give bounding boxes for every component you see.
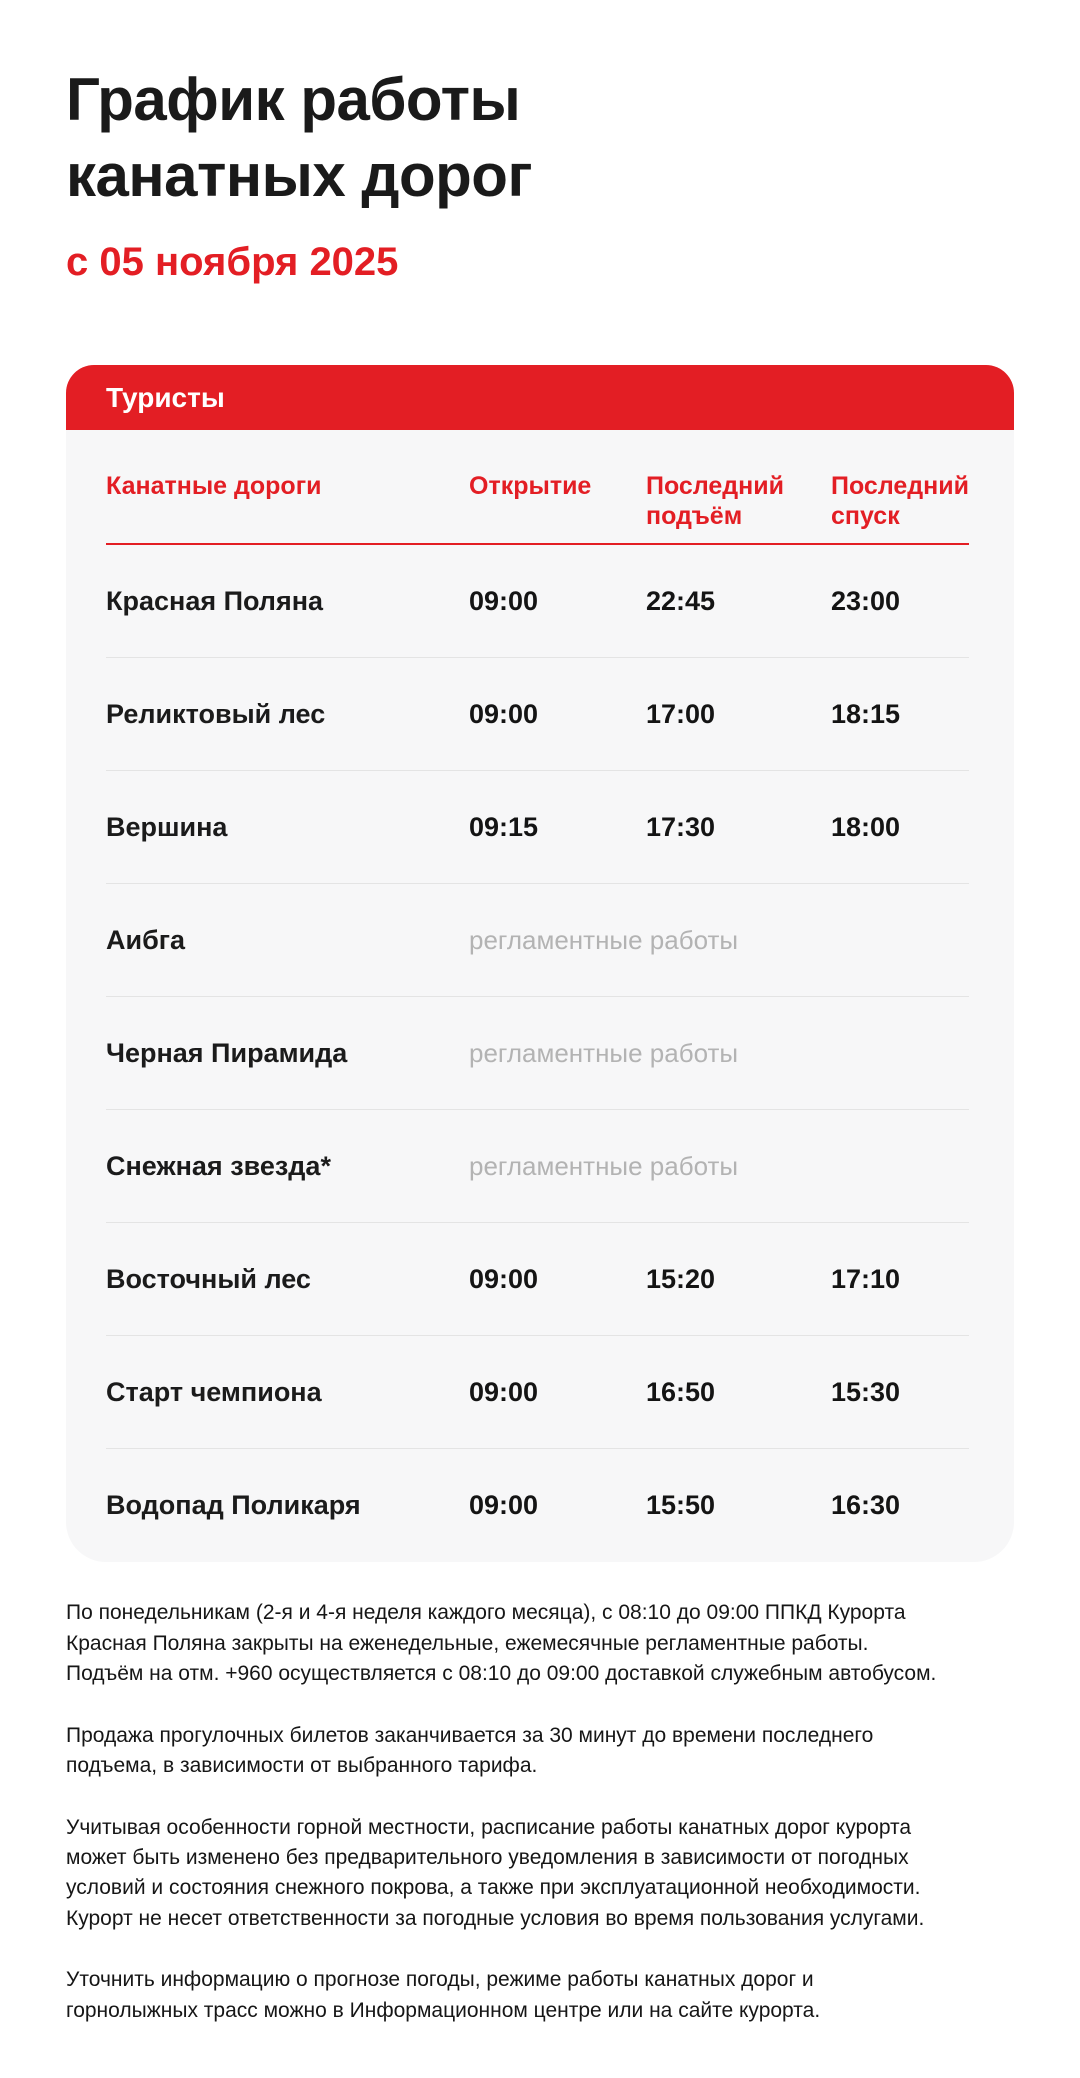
lift-name: Аибга <box>106 924 186 955</box>
table-row: Аибга регламентные работы <box>106 884 969 998</box>
table-body: Красная Поляна 09:00 22:45 23:00 Реликто… <box>106 545 969 1562</box>
last-descent-time: 18:15 <box>831 698 901 729</box>
table-row: Водопад Поликаря 09:00 15:50 16:30 <box>106 1449 969 1562</box>
footnotes: По понедельникам (2-я и 4-я неделя каждо… <box>66 1598 950 2026</box>
footnote-maintenance-mondays: По понедельникам (2-я и 4-я неделя каждо… <box>66 1601 937 1686</box>
column-header-lifts: Канатные дороги <box>106 472 322 501</box>
maintenance-label: регламентные работы <box>469 1037 739 1068</box>
open-time: 09:00 <box>469 698 539 729</box>
section-banner-tourists: Туристы <box>66 365 1014 431</box>
table-row: Вершина 09:15 17:30 18:00 <box>106 771 969 885</box>
table-row: Старт чемпиона 09:00 16:50 15:30 <box>106 1336 969 1450</box>
last-descent-time: 17:10 <box>831 1263 901 1294</box>
schedule-table: Канатные дороги Открытие Последний подъё… <box>66 430 1014 1563</box>
last-ascent-time: 15:50 <box>646 1490 716 1521</box>
table-row: Красная Поляна 09:00 22:45 23:00 <box>106 545 969 659</box>
last-descent-time: 23:00 <box>831 585 901 616</box>
column-header-opening: Открытие <box>469 472 592 501</box>
lift-name: Красная Поляна <box>106 585 324 616</box>
effective-date: с 05 ноября 2025 <box>66 240 399 285</box>
open-time: 09:00 <box>469 1490 539 1521</box>
open-time: 09:00 <box>469 585 539 616</box>
footnote-info-center: Уточнить информацию о прогнозе погоды, р… <box>66 1968 821 2022</box>
last-descent-time: 16:30 <box>831 1490 901 1521</box>
lift-name: Черная Пирамида <box>106 1037 348 1068</box>
last-ascent-time: 16:50 <box>646 1376 716 1407</box>
last-descent-time: 15:30 <box>831 1376 901 1407</box>
lift-name: Вершина <box>106 811 228 842</box>
footnote-ticket-sales: Продажа прогулочных билетов заканчиваетс… <box>66 1723 874 1778</box>
footnote-weather-disclaimer: Учитывая особенности горной местности, р… <box>66 1815 925 1930</box>
last-ascent-time: 15:20 <box>646 1263 716 1294</box>
open-time: 09:00 <box>469 1376 539 1407</box>
maintenance-label: регламентные работы <box>469 1150 739 1181</box>
table-row: Восточный лес 09:00 15:20 17:10 <box>106 1223 969 1337</box>
last-ascent-time: 17:30 <box>646 811 716 842</box>
last-descent-time: 18:00 <box>831 811 901 842</box>
open-time: 09:15 <box>469 811 539 842</box>
lift-name: Восточный лес <box>106 1263 311 1294</box>
section-banner-label: Туристы <box>106 381 225 413</box>
open-time: 09:00 <box>469 1263 539 1294</box>
column-header-last-ascent: Последний подъём <box>646 472 784 530</box>
last-ascent-time: 22:45 <box>646 585 716 616</box>
last-ascent-time: 17:00 <box>646 698 716 729</box>
table-header-row: Канатные дороги Открытие Последний подъё… <box>106 430 969 546</box>
lift-name: Старт чемпиона <box>106 1376 322 1407</box>
maintenance-label: регламентные работы <box>469 924 739 955</box>
table-row: Черная Пирамида регламентные работы <box>106 997 969 1111</box>
lift-name: Водопад Поликаря <box>106 1490 361 1521</box>
table-row: Реликтовый лес 09:00 17:00 18:15 <box>106 658 969 772</box>
lift-name: Снежная звезда* <box>106 1150 331 1181</box>
lift-name: Реликтовый лес <box>106 698 326 729</box>
column-header-last-descent: Последний спуск <box>831 472 969 530</box>
page-title-line1: График работы <box>66 66 521 133</box>
page-title-line2: канатных дорог <box>66 142 532 210</box>
table-row: Снежная звезда* регламентные работы <box>106 1110 969 1224</box>
page-title: График работы канатных дорог <box>66 62 1014 214</box>
tourists-schedule-panel: Туристы Канатные дороги Открытие Последн… <box>66 365 1014 1563</box>
